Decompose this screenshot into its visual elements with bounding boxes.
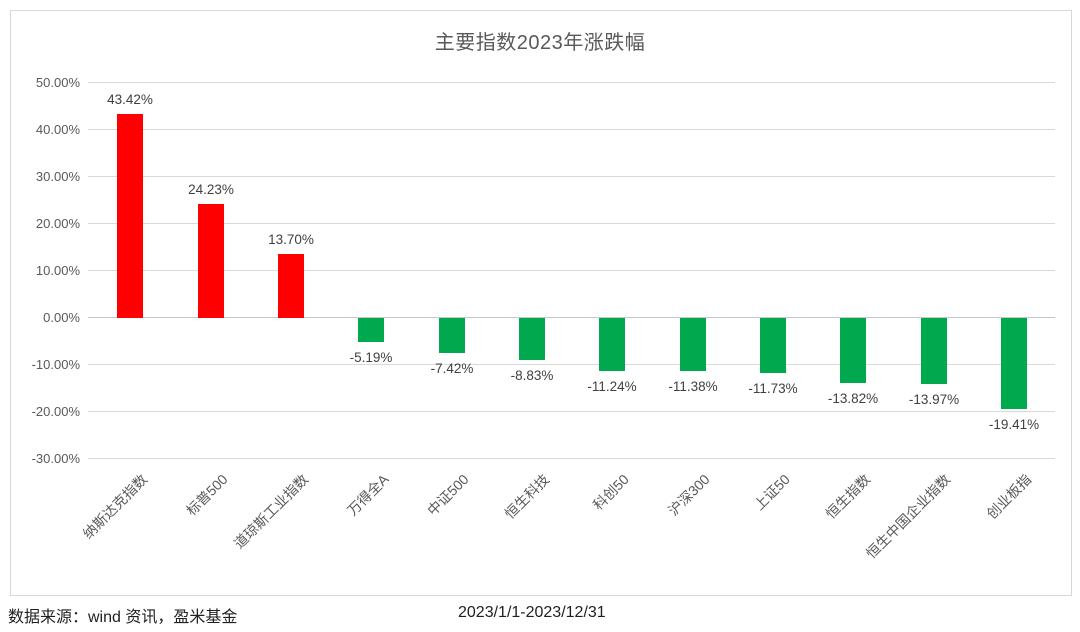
data-source-note: 数据来源：wind 资讯，盈米基金 — [8, 609, 238, 626]
date-range-note: 2023/1/1-2023/12/31 — [458, 604, 606, 621]
chart-frame — [10, 10, 1072, 596]
chart-title: 主要指数2023年涨跌幅 — [434, 32, 646, 54]
